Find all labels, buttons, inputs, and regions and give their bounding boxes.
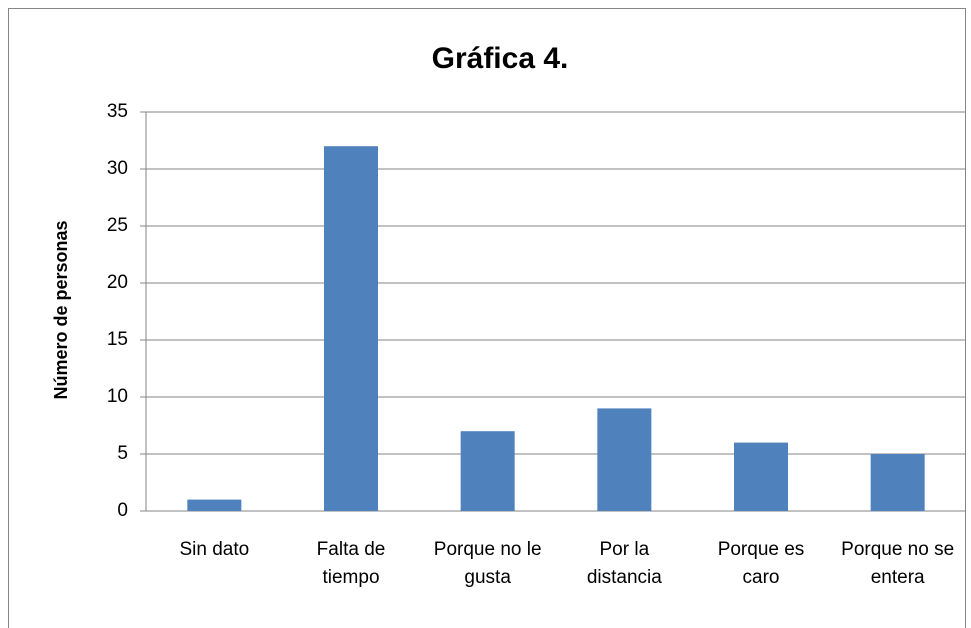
y-tick-label: 35 bbox=[107, 101, 128, 122]
y-tick-label: 25 bbox=[107, 215, 128, 236]
x-tick-label: Porque no se entera bbox=[841, 539, 955, 588]
bar bbox=[597, 408, 652, 511]
y-tick-label: 10 bbox=[107, 386, 128, 407]
x-tick-label: Porque es caro bbox=[717, 539, 805, 588]
bar bbox=[460, 431, 515, 511]
y-tick-label: 0 bbox=[117, 500, 128, 521]
y-axis-label: Número de personas bbox=[51, 220, 71, 399]
bar bbox=[187, 499, 242, 511]
x-tick-label: Sin dato bbox=[179, 539, 250, 560]
y-tick-label: 30 bbox=[107, 158, 128, 179]
x-tick-label: Por la distancia bbox=[586, 539, 662, 588]
bar bbox=[324, 146, 378, 511]
y-tick-label: 15 bbox=[107, 329, 128, 350]
y-tick-label: 5 bbox=[117, 443, 128, 464]
x-tick-label: Falta de tiempo bbox=[316, 539, 386, 588]
bar bbox=[870, 454, 925, 511]
bar bbox=[734, 442, 788, 511]
y-tick-label: 20 bbox=[107, 272, 128, 293]
chart-border bbox=[8, 8, 966, 628]
chart-title: Gráfica 4. bbox=[432, 42, 569, 75]
x-tick-label: Porque no le gusta bbox=[433, 539, 542, 588]
